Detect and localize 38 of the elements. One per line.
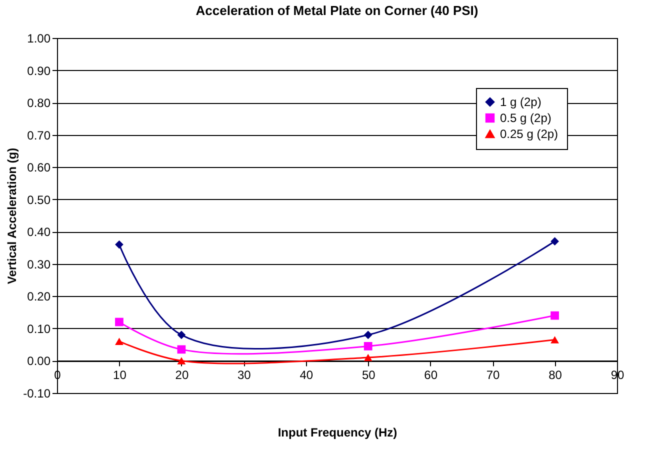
point	[115, 338, 124, 345]
y-tick-label: 0.30	[27, 257, 51, 272]
y-tick-label: -0.10	[23, 386, 51, 400]
x-tick-label: 70	[486, 368, 500, 382]
point	[115, 240, 124, 249]
point	[550, 336, 559, 344]
y-tick-label: 0.80	[27, 96, 51, 110]
point	[177, 345, 186, 354]
y-tick-label: 0.50	[27, 192, 51, 207]
legend-label: 0.25 g (2p)	[500, 127, 558, 141]
legend-label: 0.5 g (2p)	[500, 111, 552, 125]
y-tick-label: 0.60	[27, 160, 51, 175]
point	[550, 311, 559, 320]
x-tick-label: 50	[362, 368, 376, 382]
point	[550, 237, 559, 246]
point	[364, 330, 372, 340]
y-tick-label: 0.10	[27, 322, 51, 336]
y-tick-label: 0.40	[27, 225, 51, 240]
x-tick-label: 30	[237, 368, 252, 382]
y-axis-title: Vertical Acceleration (g)	[5, 148, 20, 284]
x-tick-label: 20	[175, 368, 189, 382]
y-tick-label: 1.00	[27, 32, 51, 46]
x-axis-title: Input Frequency (Hz)	[278, 426, 398, 440]
y-tick-label: 0.20	[27, 290, 51, 304]
y-tick-label: 0.70	[27, 128, 51, 142]
y-tick-label: 0.90	[27, 64, 51, 78]
point	[177, 330, 186, 340]
legend-label: 1 g (2p)	[500, 95, 542, 109]
point	[364, 354, 372, 362]
x-tick-label: 40	[300, 368, 314, 382]
point	[364, 342, 372, 350]
y-tick-label: 0.00	[27, 354, 51, 368]
point	[115, 318, 124, 326]
x-tick-label: 80	[548, 368, 562, 382]
point	[177, 357, 186, 364]
x-tick-label: 60	[424, 368, 438, 382]
chart-title: Acceleration of Metal Plate on Corner (40 PSI)	[196, 3, 478, 18]
x-tick-label: 10	[113, 368, 127, 382]
